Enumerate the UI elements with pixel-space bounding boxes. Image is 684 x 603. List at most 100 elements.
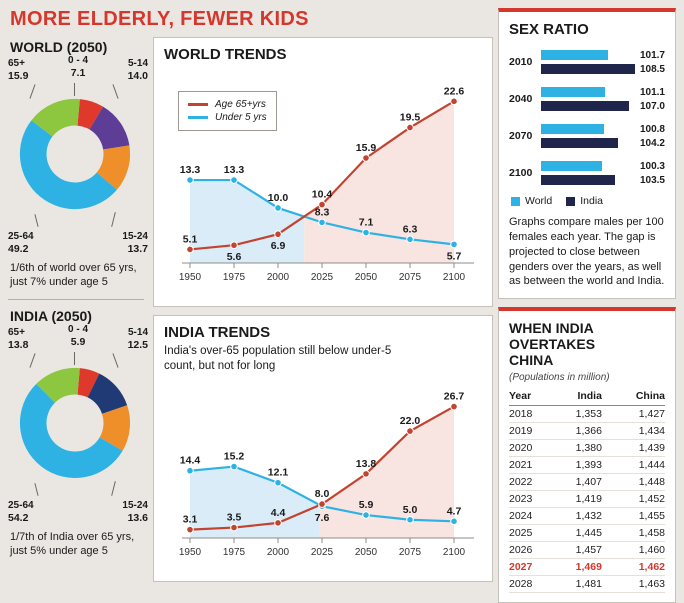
- data-point-under5: [186, 176, 194, 184]
- x-axis-label: 2025: [311, 547, 334, 558]
- table-cell: 1,353: [548, 405, 616, 423]
- table-cell: 1,452: [615, 490, 665, 508]
- data-point-65plus: [230, 241, 238, 250]
- callout-label: 65+: [8, 326, 25, 338]
- table-header-china: China: [615, 387, 665, 406]
- data-label-under5: 5.9: [359, 499, 374, 511]
- population-table: Year India China 2018 1,353 1,427 2019 1,366 1,…: [509, 387, 665, 593]
- ratio-bar-pair: 100.3 103.5: [541, 158, 665, 188]
- x-axis-label: 1975: [223, 272, 246, 283]
- world-callout-15-24: 15-24 13.7: [122, 230, 148, 257]
- table-cell: 1,469: [548, 558, 616, 576]
- table-cell: 2026: [509, 541, 549, 559]
- data-point-65plus: [186, 525, 194, 534]
- data-label-under5: 13.3: [224, 164, 245, 176]
- table-cell: 1,457: [548, 541, 616, 559]
- data-point-65plus: [406, 427, 414, 435]
- legend-label: India: [580, 195, 604, 207]
- table-row: 2023 1,419 1,452: [509, 490, 665, 508]
- callout-label: 15-24: [122, 499, 148, 511]
- table-cell: 2027: [509, 558, 549, 576]
- india-callout-65plus: 65+ 13.8: [8, 326, 28, 353]
- sex-ratio-group-2070: 2070 100.8 104.2: [509, 121, 665, 151]
- table-cell: 1,366: [548, 422, 616, 440]
- data-point-under5: [406, 515, 414, 524]
- legend-label: World: [525, 195, 553, 207]
- shaded-area-under5: [190, 180, 305, 263]
- ratio-value: 101.1: [639, 86, 665, 98]
- world-2050-heading: WORLD (2050): [10, 39, 108, 55]
- data-label-under5: 13.3: [180, 164, 201, 176]
- x-axis-label: 2100: [443, 547, 466, 558]
- world-trends-heading: WORLD TRENDS: [164, 46, 287, 63]
- table-row: 2025 1,445 1,458: [509, 524, 665, 542]
- x-axis-label: 2100: [443, 272, 466, 283]
- data-label-under5: 15.2: [224, 450, 245, 462]
- table-cell: 1,427: [615, 405, 665, 423]
- x-axis-label: 2075: [399, 272, 422, 283]
- ratio-bar-india: [541, 138, 618, 148]
- callout-value: 7.1: [70, 67, 86, 79]
- india-donut-block: 65+ 13.8 0 - 4 5.9 5-14 12.5 25-64: [8, 323, 148, 526]
- table-cell: 2025: [509, 524, 549, 542]
- table-cell: 2022: [509, 473, 549, 491]
- data-point-under5: [406, 235, 414, 244]
- ratio-value: 107.0: [639, 100, 665, 112]
- data-point-under5: [318, 218, 326, 227]
- india-2050-heading: INDIA (2050): [10, 307, 92, 324]
- table-row: 2027 1,469 1,462: [509, 558, 665, 576]
- india-trends-heading: INDIA TRENDS: [164, 324, 271, 341]
- data-point-65plus: [362, 469, 370, 478]
- table-cell: 2024: [509, 507, 549, 525]
- legend-item-under5: Under 5 yrs: [188, 112, 267, 123]
- table-header-year: Year: [509, 387, 549, 406]
- legend-line-under5: [188, 116, 208, 119]
- table-cell: 1,462: [615, 558, 665, 576]
- donut-segment-5-14: [87, 373, 128, 414]
- ratio-bar-row: 104.2: [541, 137, 665, 149]
- callout-label: 0 - 4: [67, 323, 89, 335]
- sex-ratio-note: Graphs compare males per 100 females eac…: [509, 216, 665, 288]
- world-donut-caption: 1/6th of world over 65 yrs, just 7% unde…: [10, 262, 137, 289]
- legend-item-65plus: Age 65+yrs: [188, 99, 267, 110]
- ratio-bar-india: [541, 64, 635, 74]
- leader-line: [111, 480, 116, 496]
- ratio-bar-pair: 101.7 108.5: [541, 47, 665, 77]
- table-row: 2024 1,432 1,455: [509, 507, 665, 525]
- data-label-65plus: 4.4: [271, 507, 286, 519]
- ratio-bar-world: [541, 124, 605, 134]
- sex-ratio-panel: SEX RATIO 2010 101.7 108.5 2040 101.1 107.0 20…: [498, 8, 676, 300]
- donut-segment-65+: [36, 367, 80, 403]
- data-label-under5: 7.1: [359, 217, 374, 229]
- india-callout-5-14: 5-14 12.5: [128, 326, 148, 353]
- table-cell: 1,407: [548, 473, 616, 491]
- overtake-subtitle: (Populations in million): [509, 371, 610, 383]
- india-donut-chart: [19, 367, 131, 478]
- legend-label: Age 65+yrs: [215, 99, 266, 110]
- table-cell: 2028: [509, 575, 549, 593]
- data-point-under5: [362, 228, 370, 237]
- infographic-page: MORE ELDERLY, FEWER KIDS WORLD (2050) 65…: [8, 8, 676, 603]
- table-row: 2019 1,366 1,434: [509, 422, 665, 440]
- data-point-65plus: [274, 518, 282, 527]
- ratio-bar-india: [541, 101, 629, 111]
- data-label-65plus: 19.5: [400, 112, 421, 124]
- table-cell: 2019: [509, 422, 549, 440]
- sex-ratio-group-2100: 2100 100.3 103.5: [509, 158, 665, 188]
- data-label-65plus: 13.8: [356, 458, 377, 470]
- callout-value: 13.7: [127, 243, 148, 256]
- leader-line: [34, 214, 39, 227]
- data-label-65plus: 3.1: [183, 514, 198, 526]
- data-label-under5: 14.4: [180, 455, 201, 467]
- india-callout-0-4: 0 - 4 5.9: [68, 323, 88, 350]
- x-axis-label: 2000: [267, 547, 290, 558]
- overtake-heading: WHEN INDIA OVERTAKES CHINA: [509, 320, 596, 369]
- donut-segment-65+: [31, 98, 80, 137]
- callout-value: 54.2: [8, 511, 29, 524]
- data-label-65plus: 22.0: [400, 415, 421, 427]
- legend-line-65plus: [188, 103, 208, 106]
- x-axis-label: 1950: [179, 547, 202, 558]
- ratio-bar-world: [541, 161, 603, 171]
- data-point-65plus: [450, 402, 458, 411]
- callout-label: 5-14: [127, 58, 148, 69]
